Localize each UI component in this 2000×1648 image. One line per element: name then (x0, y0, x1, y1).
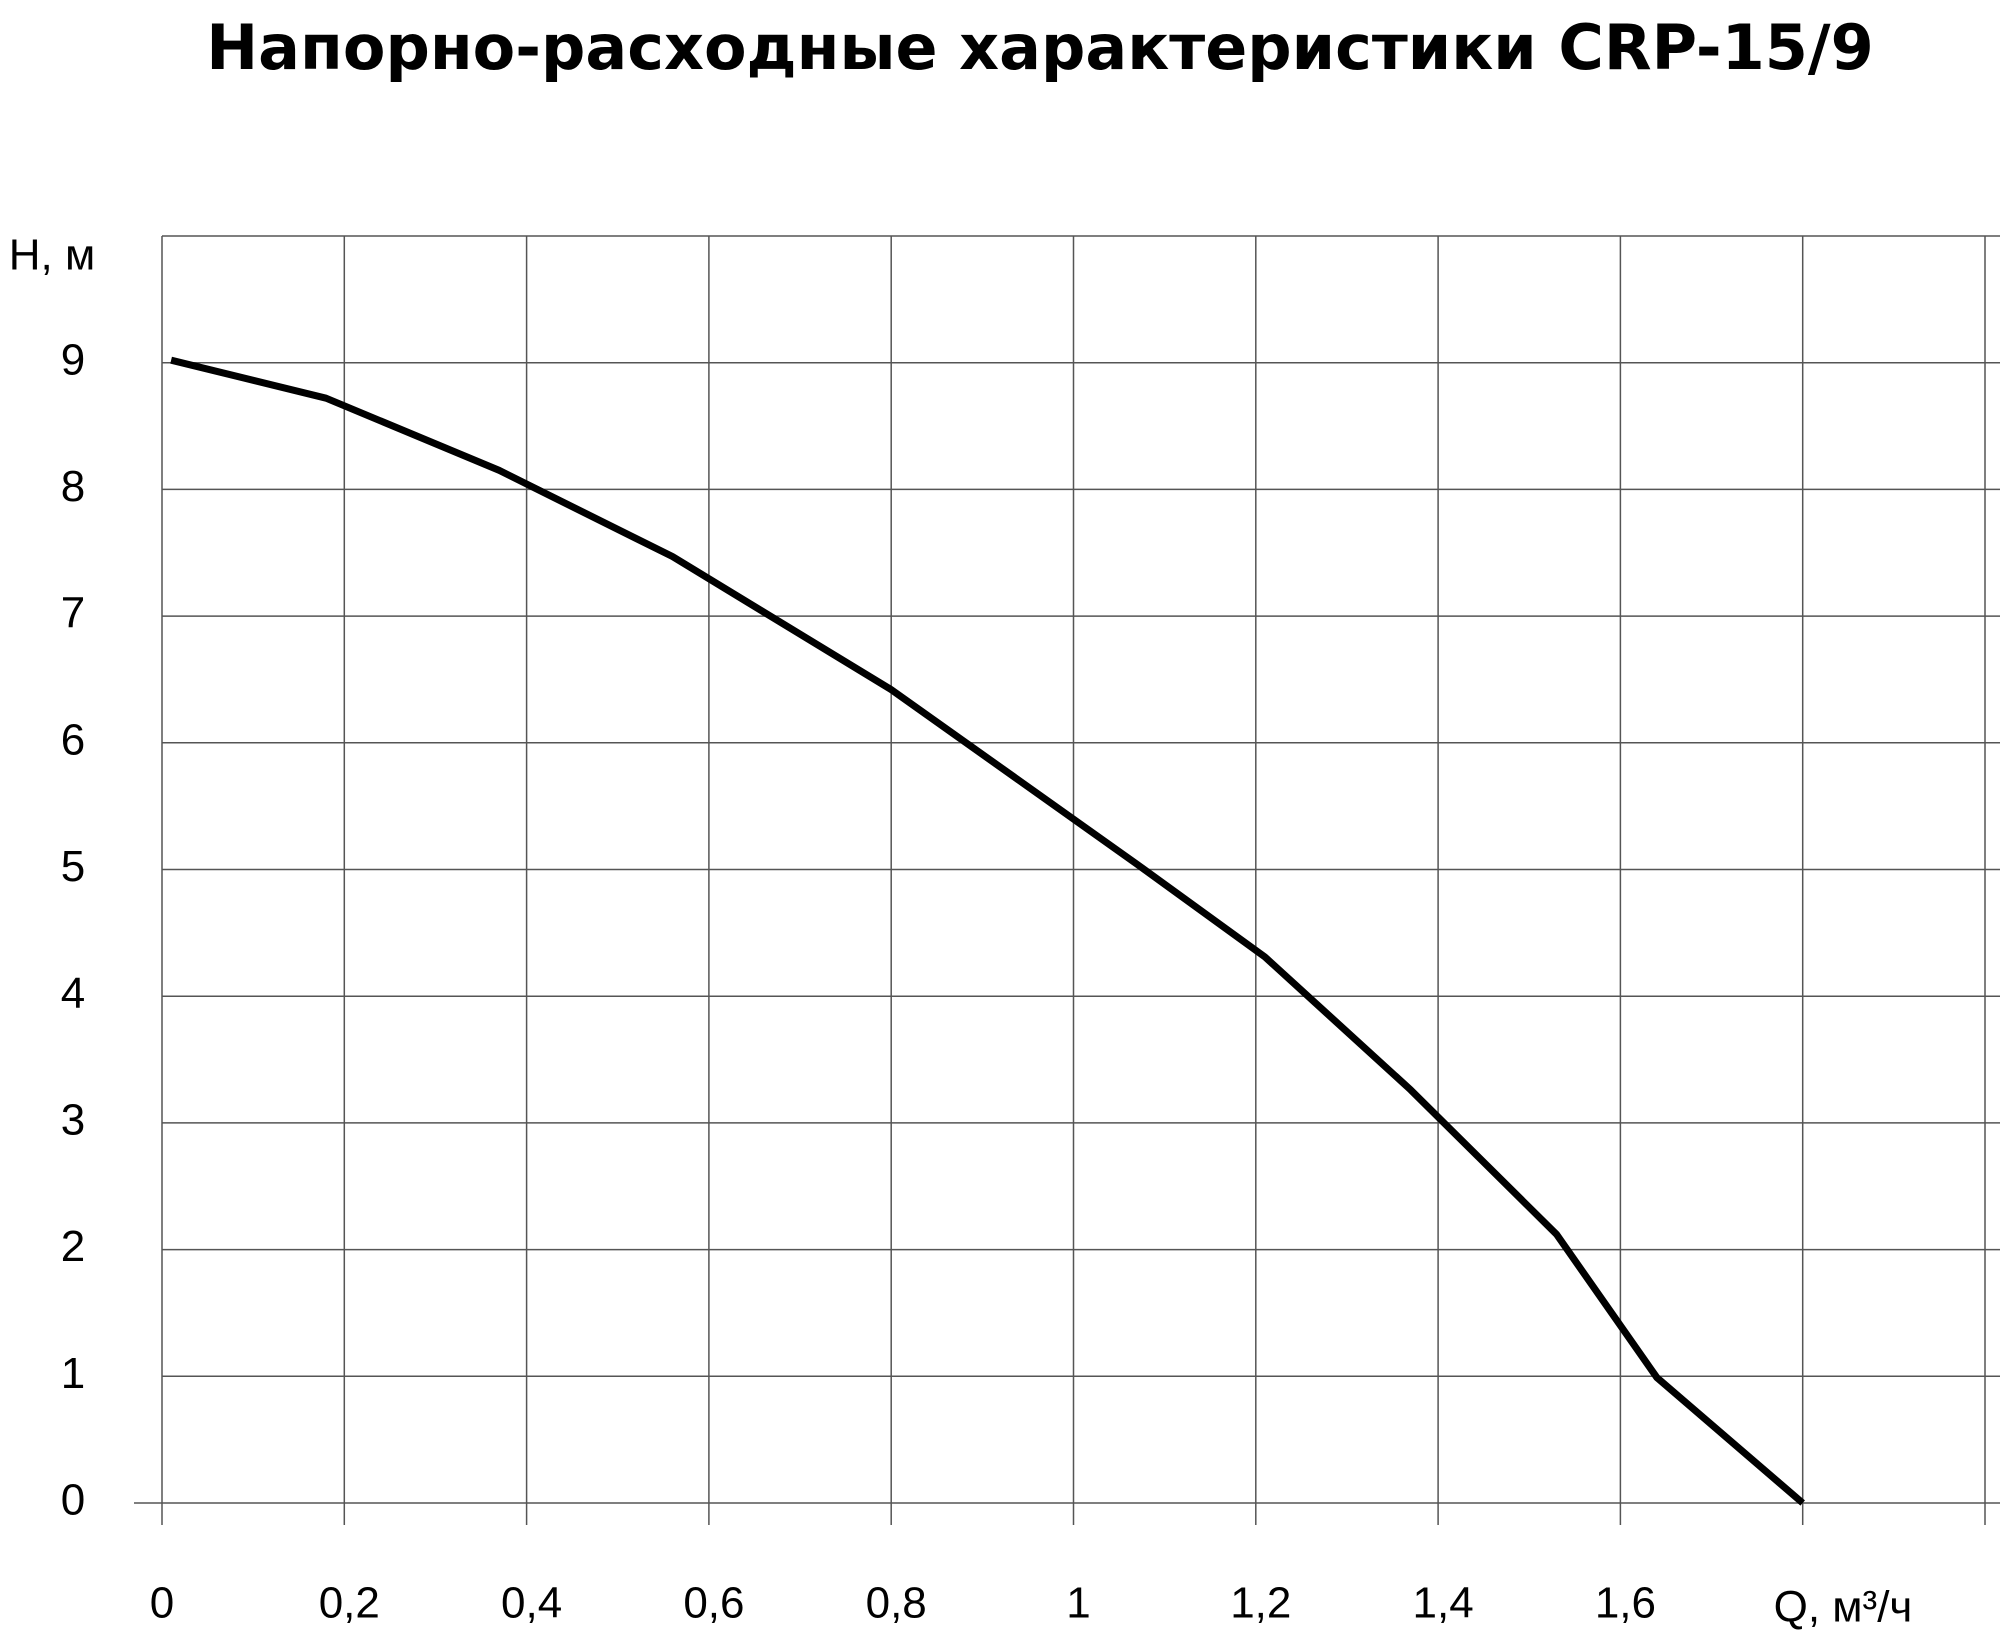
y-tick-label: 3 (61, 1096, 85, 1145)
y-tick-label: 6 (61, 715, 85, 764)
x-tick-label: 0,8 (866, 1579, 927, 1628)
y-tick-label: 2 (61, 1222, 85, 1271)
curve (170, 356, 1805, 1506)
y-tick-label: 4 (61, 969, 85, 1018)
x-tick-label: 0,6 (683, 1579, 744, 1628)
y-tick-label: 9 (61, 335, 85, 384)
x-tick-label: 0,2 (319, 1579, 380, 1628)
y-tick-label: 5 (61, 842, 85, 891)
x-tick-label: 1,6 (1595, 1579, 1656, 1628)
x-tick-label: 1,2 (1230, 1579, 1291, 1628)
y-tick-label: 1 (61, 1349, 85, 1398)
y-tick-label: 8 (61, 462, 85, 511)
x-tick-label: 1,4 (1413, 1579, 1474, 1628)
x-tick-label: 0 (150, 1579, 174, 1628)
x-tick-label: 1 (1066, 1579, 1090, 1628)
y-tick-label: 7 (61, 589, 85, 638)
y-axis-label: H, м (9, 231, 95, 280)
chart-title: Напорно-расходные характеристики CRP-15/… (206, 11, 1873, 84)
y-tick-label: 0 (61, 1476, 85, 1525)
x-tick-label: 0,4 (501, 1579, 562, 1628)
x-axis-label: Q, м³/ч (1774, 1583, 1913, 1632)
